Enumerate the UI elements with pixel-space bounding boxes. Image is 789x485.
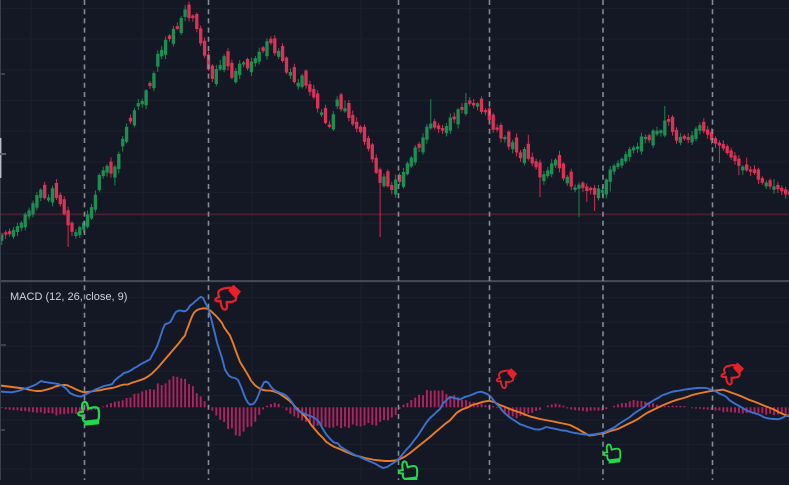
svg-text:MACD (12, 26, close, 9): MACD (12, 26, close, 9): [10, 291, 127, 303]
